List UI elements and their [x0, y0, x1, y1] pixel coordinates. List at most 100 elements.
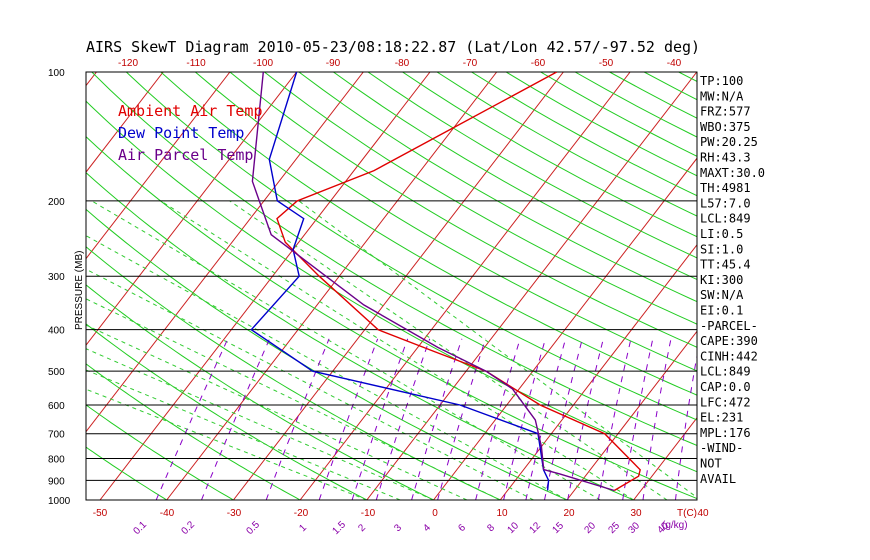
mixing-ratio-line — [544, 338, 583, 500]
chart-title: AIRS SkewT Diagram 2010-05-23/08:18:22.8… — [86, 38, 700, 56]
stat-line: -PARCEL- — [700, 319, 758, 333]
mixing-ratio-tick-label: 25 — [606, 520, 622, 536]
ambient-temp-line — [276, 72, 641, 492]
dewpoint-temp-line — [250, 72, 550, 491]
stat-line: LCL:849 — [700, 212, 751, 226]
pressure-tick-label: 500 — [48, 367, 65, 378]
isotherm-line — [767, 72, 870, 500]
mixing-ratio-tick-label: 1.5 — [330, 519, 348, 537]
stat-line: LCL:849 — [700, 365, 751, 379]
mixing-ratio-line — [475, 338, 521, 500]
stat-line: CAP:0.0 — [700, 380, 751, 394]
pressure-tick-label: 900 — [48, 476, 65, 487]
mixing-ratio-tick-label: 4 — [421, 522, 433, 534]
isotherm-line — [166, 72, 498, 500]
pressure-tick-label: 600 — [48, 401, 65, 412]
plot-frame — [85, 71, 698, 501]
pressure-tick-label: 100 — [48, 68, 65, 79]
dry-adiabat-line — [505, 72, 697, 177]
top-temp-tick-label: -100 — [253, 58, 273, 69]
top-temp-tick-label: -60 — [531, 58, 546, 69]
mixing-ratio-tick-label: 6 — [456, 522, 468, 534]
isotherm-line — [499, 243, 697, 500]
dry-adiabat-line — [298, 72, 697, 303]
mixing-ratio-line — [318, 338, 379, 500]
mixing-ratio-line — [503, 338, 546, 500]
mixing-ratio-line — [375, 338, 431, 500]
stat-line: FRZ:577 — [700, 105, 751, 119]
pressure-tick-label: 200 — [48, 197, 65, 208]
mixing-ratio-tick-label: 0.5 — [244, 519, 262, 537]
dry-adiabat-line — [264, 72, 697, 325]
mixing-ratio-tick-label: 30 — [626, 520, 642, 536]
bottom-temp-tick-label: 10 — [496, 508, 508, 519]
mixing-ratio-line — [675, 353, 697, 500]
dry-adiabat-line — [160, 72, 697, 396]
y-axis-label: PRESSURE (MB) — [74, 251, 85, 330]
stat-line: NOT — [700, 457, 722, 471]
mixing-ratio-unit: (g/kg) — [662, 520, 688, 531]
mixing-ratio-line — [525, 338, 567, 500]
isotherm-line — [86, 72, 297, 346]
mixing-ratio-line — [351, 338, 409, 500]
dry-adiabat-line — [194, 72, 697, 372]
mixing-ratio-line — [201, 338, 271, 500]
isotherm-line — [86, 72, 164, 173]
moist-adiabat-line — [86, 235, 568, 500]
top-temp-tick-label: -90 — [326, 58, 341, 69]
bottom-temp-tick-label: 20 — [563, 508, 575, 519]
stat-line: TT:45.4 — [700, 258, 751, 272]
dry-adiabat-line — [86, 246, 501, 500]
bottom-temp-tick-label: 40 — [697, 508, 709, 519]
stat-line: TP:100 — [700, 74, 743, 88]
isotherm-line — [433, 157, 697, 500]
moist-adiabat-line — [298, 200, 697, 499]
parcel-temp-line — [251, 72, 615, 492]
stat-line: AVAIL — [700, 472, 736, 486]
legend-entry: Ambient Air Temp — [118, 102, 263, 120]
stat-line: L57:7.0 — [700, 196, 751, 210]
dry-adiabat-line — [86, 171, 634, 500]
top-temp-tick-label: -110 — [186, 58, 206, 69]
moist-adiabat-line — [86, 348, 434, 500]
mixing-ratio-tick-label: 0.2 — [179, 519, 197, 537]
stat-line: EI:0.1 — [700, 304, 743, 318]
top-temp-tick-label: -50 — [599, 58, 614, 69]
pressure-tick-label: 400 — [48, 326, 65, 337]
dry-adiabat-line — [748, 72, 870, 500]
legend-entry: Air Parcel Temp — [118, 146, 253, 164]
dry-adiabat-line — [91, 72, 697, 447]
dry-adiabat-line — [367, 72, 697, 259]
stat-line: KI:300 — [700, 273, 743, 287]
pressure-tick-label: 300 — [48, 272, 65, 283]
stat-line: RH:43.3 — [700, 151, 751, 165]
stat-line: MPL:176 — [700, 426, 751, 440]
pressure-tick-label: 800 — [48, 455, 65, 466]
bottom-temp-tick-label: -40 — [160, 508, 175, 519]
mixing-ratio-line — [411, 338, 463, 500]
isotherm-line — [233, 72, 564, 500]
bottom-temp-tick-label: 0 — [432, 508, 438, 519]
mixing-ratio-line — [642, 338, 672, 500]
dry-adiabat-line — [86, 404, 234, 500]
mixing-ratio-tick-label: 1 — [297, 522, 309, 534]
stat-line: MW:N/A — [700, 89, 744, 103]
mixing-ratio-line — [155, 338, 229, 500]
isotherm-line — [834, 72, 870, 500]
mixing-ratio-tick-label: 0.1 — [131, 519, 149, 537]
bottom-axis-unit: T(C) — [677, 508, 697, 519]
mixing-ratio-tick-label: 20 — [582, 520, 598, 536]
dry-adiabat-line — [333, 72, 697, 281]
mixing-ratio-tick-label: 15 — [550, 520, 566, 536]
dry-adiabat-line — [86, 284, 434, 500]
mixing-ratio-tick-label: 8 — [485, 522, 497, 534]
isotherm-line — [99, 72, 431, 500]
isotherm-line — [299, 72, 631, 500]
stat-line: LI:0.5 — [700, 227, 743, 241]
isotherm-line — [86, 72, 231, 260]
stat-line: WBO:375 — [700, 120, 751, 134]
stat-line: SI:1.0 — [700, 242, 743, 256]
stat-line: CINH:442 — [700, 349, 758, 363]
bottom-temp-tick-label: -30 — [227, 508, 242, 519]
mixing-ratio-tick-label: 3 — [392, 522, 404, 534]
